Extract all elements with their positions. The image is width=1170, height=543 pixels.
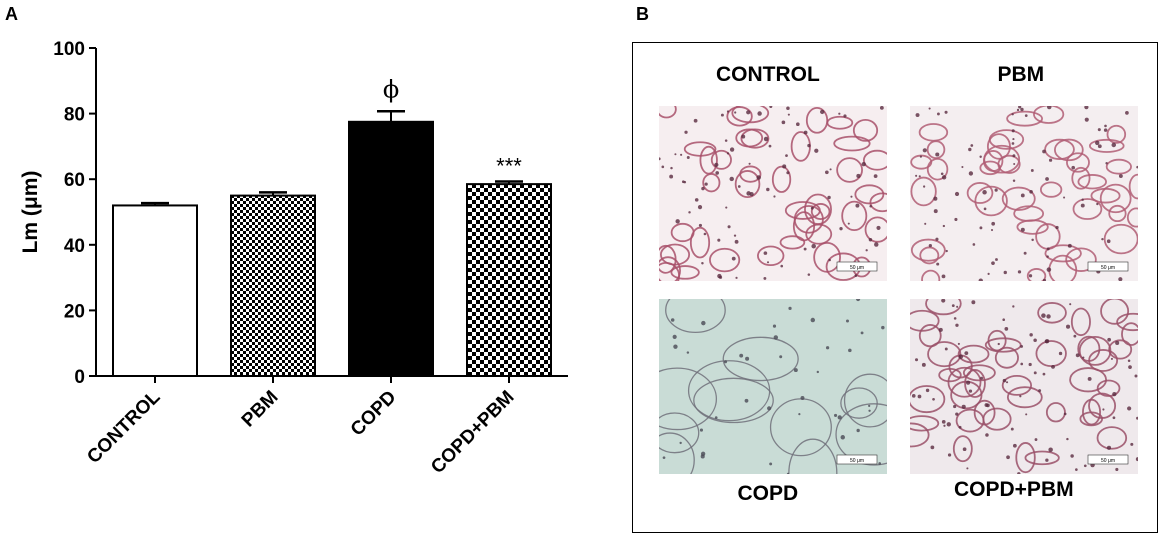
scale-bar bbox=[1087, 261, 1129, 272]
scale-bar-label: 50 μm bbox=[850, 458, 864, 464]
scale-bar-label: 50 μm bbox=[850, 265, 864, 271]
scale-bar bbox=[836, 261, 878, 272]
x-tick-label: COPD+PBM bbox=[427, 387, 518, 478]
histology-image-copd-pbm: 50 μm bbox=[910, 299, 1138, 474]
bar-control bbox=[112, 204, 198, 377]
significance-stars: *** bbox=[496, 153, 522, 178]
histology-label-copd-pbm: COPD+PBM bbox=[954, 478, 1074, 501]
bar-chart: 0 20 40 60 80 100 Lm (μm) CONTROL PBM COPD ϕ COPD+P… bbox=[19, 39, 568, 478]
bar-pbm bbox=[230, 194, 316, 377]
histology-image-pbm: 50 μm bbox=[910, 106, 1138, 281]
y-tick-label: 20 bbox=[64, 301, 85, 322]
bar-copd-pbm bbox=[466, 183, 552, 377]
tissue-texture: 50 μm bbox=[910, 299, 1138, 474]
tissue-texture: 50 μm bbox=[659, 106, 887, 281]
x-tick-label: CONTROL bbox=[83, 386, 165, 468]
significance-phi: ϕ bbox=[383, 75, 399, 103]
x-tick-label: PBM bbox=[238, 387, 283, 432]
y-tick-label: 80 bbox=[64, 105, 85, 126]
scale-bar-label: 50 μm bbox=[1101, 458, 1115, 464]
y-tick-label: 60 bbox=[64, 170, 85, 191]
scale-bar bbox=[836, 454, 878, 465]
histology-image-control: 50 μm bbox=[659, 106, 887, 281]
y-tick-label: 40 bbox=[64, 236, 85, 257]
panel-b-label: B bbox=[636, 4, 649, 24]
x-tick-label: COPD bbox=[347, 387, 401, 441]
histology-label-copd: COPD bbox=[737, 482, 799, 505]
y-axis-label: Lm (μm) bbox=[19, 171, 42, 254]
y-tick-label: 100 bbox=[53, 39, 85, 60]
y-tick-label: 0 bbox=[74, 367, 85, 388]
bar-copd bbox=[348, 120, 434, 377]
histology-panel bbox=[632, 42, 1158, 533]
scale-bar bbox=[1087, 454, 1129, 465]
tissue-texture: 50 μm bbox=[659, 299, 887, 474]
scale-bar-label: 50 μm bbox=[1101, 265, 1115, 271]
panel-a-label: A bbox=[5, 4, 18, 24]
histology-label-pbm: PBM bbox=[997, 63, 1045, 86]
histology-label-control: CONTROL bbox=[716, 63, 820, 86]
tissue-texture: 50 μm bbox=[910, 106, 1138, 281]
histology-image-copd: 50 μm bbox=[659, 299, 887, 474]
